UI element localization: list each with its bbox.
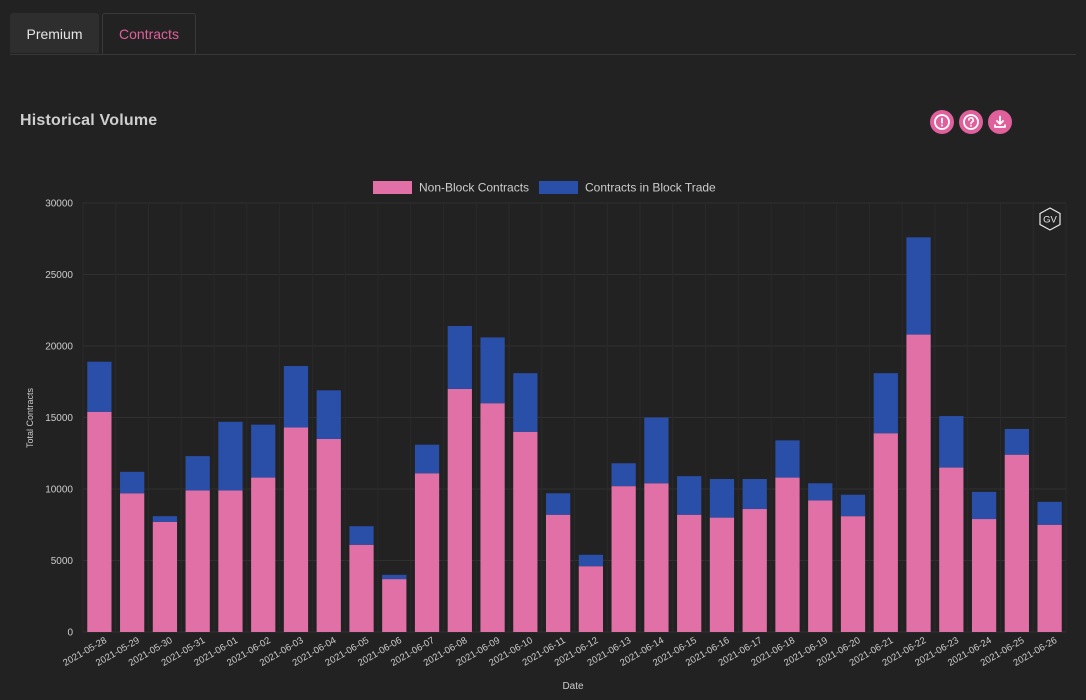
bar-block-trade[interactable] [218, 421, 243, 491]
bar-non-block[interactable] [349, 544, 374, 632]
bar-non-block[interactable] [447, 388, 472, 632]
bar-block-trade[interactable] [316, 390, 341, 439]
bar-block-trade[interactable] [742, 478, 767, 510]
bar-block-trade[interactable] [283, 366, 309, 428]
legend-item-non-block[interactable]: Non-Block Contracts [373, 181, 529, 195]
bar-non-block[interactable] [382, 579, 407, 632]
download-icon [994, 115, 1006, 128]
bar-non-block[interactable] [971, 519, 997, 632]
bar-block-trade[interactable] [382, 574, 407, 580]
download-button[interactable] [988, 110, 1012, 134]
bar-block-trade[interactable] [644, 417, 669, 484]
bar-block-trade[interactable] [1037, 501, 1062, 525]
bar-block-trade[interactable] [251, 424, 276, 478]
bar-non-block[interactable] [611, 486, 636, 632]
chart-grid [82, 202, 1067, 633]
bar-block-trade[interactable] [120, 471, 145, 494]
bar-non-block[interactable] [1004, 454, 1029, 632]
legend-label: Contracts in Block Trade [585, 181, 716, 195]
bar-block-trade[interactable] [709, 478, 735, 518]
alert-button[interactable] [930, 110, 954, 134]
bar-block-trade[interactable] [677, 476, 702, 515]
bar-block-trade[interactable] [185, 456, 210, 491]
bar-block-trade[interactable] [873, 373, 898, 434]
bar-non-block[interactable] [808, 500, 833, 632]
watermark-badge: GV [1039, 207, 1061, 231]
bar-non-block[interactable] [316, 438, 341, 632]
bar-block-trade[interactable] [513, 373, 538, 432]
bar-non-block[interactable] [87, 411, 112, 632]
bar-block-trade[interactable] [840, 494, 866, 517]
bar-block-trade[interactable] [611, 463, 636, 487]
bar-non-block[interactable] [185, 490, 210, 632]
chart-bars [87, 237, 1062, 632]
bar-non-block[interactable] [906, 334, 931, 632]
bar-block-trade[interactable] [152, 516, 178, 522]
bar-block-trade[interactable] [349, 526, 374, 545]
bar-block-trade[interactable] [906, 237, 931, 335]
y-tick-label: 20000 [45, 342, 73, 353]
tab-premium[interactable]: Premium [10, 13, 99, 53]
bar-block-trade[interactable] [87, 361, 112, 412]
y-tick-label: 15000 [45, 413, 73, 424]
bar-non-block[interactable] [775, 477, 800, 632]
y-tick-label: 30000 [45, 199, 73, 210]
bar-non-block[interactable] [939, 467, 964, 632]
bar-block-trade[interactable] [939, 416, 964, 468]
bar-non-block[interactable] [251, 477, 276, 632]
volume-chart: 0 5000 10000 15000 20000 25000 30000 2021-05-2… [25, 181, 1067, 692]
help-button[interactable] [959, 110, 983, 134]
legend-swatch [539, 181, 578, 194]
alert-circle-icon [934, 114, 950, 130]
bar-non-block[interactable] [677, 514, 702, 632]
bar-non-block[interactable] [152, 521, 178, 632]
watermark-text: GV [1043, 215, 1057, 226]
bar-block-trade[interactable] [971, 491, 997, 520]
legend-swatch [373, 181, 412, 194]
bar-block-trade[interactable] [1004, 428, 1029, 455]
bar-block-trade[interactable] [545, 493, 571, 515]
y-tick-label: 25000 [45, 270, 73, 281]
bar-block-trade[interactable] [480, 337, 505, 404]
section-title: Historical Volume [20, 112, 158, 129]
legend-label: Non-Block Contracts [419, 181, 529, 195]
bar-block-trade[interactable] [414, 444, 440, 474]
bar-non-block[interactable] [545, 514, 571, 632]
legend-item-block-trade[interactable]: Contracts in Block Trade [539, 181, 716, 195]
bar-block-trade[interactable] [808, 483, 833, 501]
bar-non-block[interactable] [644, 483, 669, 632]
y-axis-label: Total Contracts [25, 387, 35, 448]
bar-non-block[interactable] [840, 516, 866, 632]
bar-non-block[interactable] [742, 509, 767, 632]
y-tick-label: 10000 [45, 485, 73, 496]
bar-block-trade[interactable] [578, 554, 604, 567]
bar-non-block[interactable] [120, 493, 145, 632]
bar-non-block[interactable] [1037, 524, 1062, 632]
bar-non-block[interactable] [283, 427, 309, 632]
y-axis-ticks: 0 5000 10000 15000 20000 25000 30000 [45, 199, 73, 639]
tab-bar: Premium Contracts [10, 13, 1076, 55]
bar-block-trade[interactable] [447, 325, 472, 389]
bar-non-block[interactable] [709, 517, 735, 632]
x-axis-label: Date [562, 681, 584, 692]
bar-non-block[interactable] [480, 403, 505, 632]
y-tick-label: 5000 [51, 556, 74, 567]
bar-non-block[interactable] [873, 433, 898, 632]
bar-block-trade[interactable] [775, 440, 800, 478]
x-axis-ticks: 2021-05-282021-05-292021-05-302021-05-31… [61, 635, 1059, 669]
bar-non-block[interactable] [218, 490, 243, 632]
bar-non-block[interactable] [414, 473, 440, 632]
help-circle-icon [963, 114, 979, 130]
bar-non-block[interactable] [513, 431, 538, 632]
tab-contracts[interactable]: Contracts [102, 13, 196, 54]
y-tick-label: 0 [67, 628, 73, 639]
chart-legend: Non-Block Contracts Contracts in Block Tr… [373, 181, 716, 195]
bar-non-block[interactable] [578, 566, 604, 632]
